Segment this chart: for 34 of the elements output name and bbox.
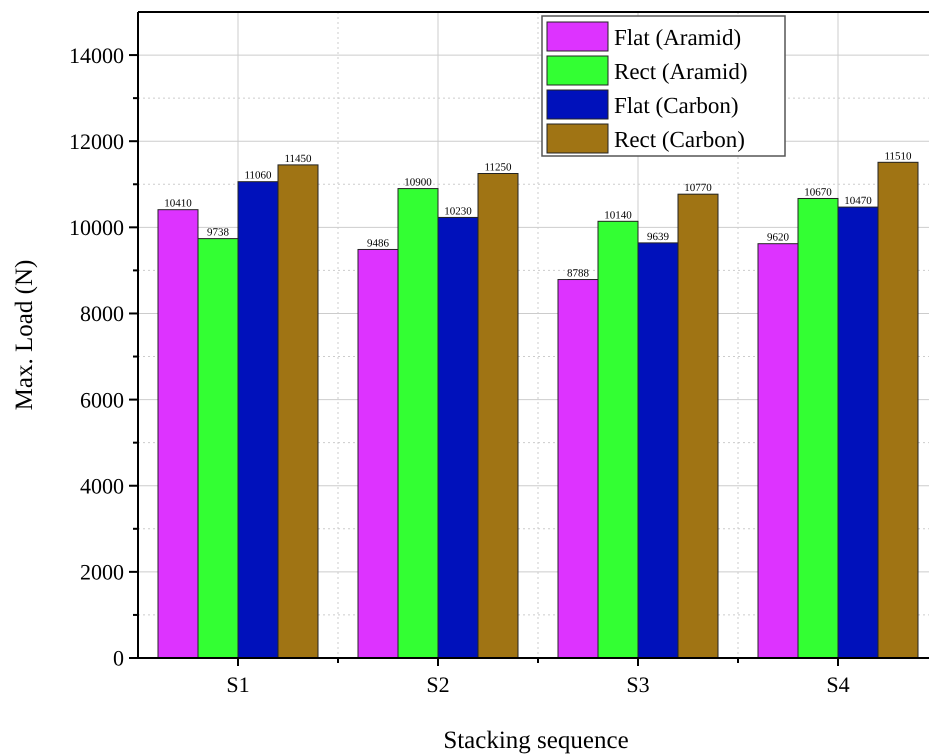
y-tick-label: 0 (113, 646, 124, 671)
data-label: 11450 (284, 152, 312, 165)
data-label: 10670 (804, 186, 832, 198)
data-label: 11510 (884, 150, 912, 162)
y-tick-label: 12000 (69, 128, 124, 154)
y-tick-label: 2000 (80, 560, 124, 585)
x-tick-label: S4 (826, 672, 850, 697)
data-label: 10470 (844, 195, 872, 208)
data-label: 11060 (244, 170, 272, 182)
y-tick-label: 4000 (80, 473, 124, 498)
data-label: 9639 (647, 230, 670, 243)
legend-label: Flat (Carbon) (614, 93, 739, 118)
data-label: 10410 (164, 198, 192, 210)
y-tick-label: 8000 (80, 301, 124, 326)
y-tick-label: 14000 (69, 42, 124, 68)
data-label: 10770 (684, 182, 712, 194)
data-label: 11250 (484, 162, 512, 174)
x-tick-label: S2 (426, 672, 450, 697)
legend-label: Rect (Carbon) (614, 127, 745, 152)
y-tick-label: 6000 (80, 387, 124, 412)
legend-label: Flat (Aramid) (614, 25, 742, 50)
x-axis-title: Stacking sequence (443, 727, 629, 754)
data-label: 9620 (767, 232, 790, 244)
data-label: 9486 (367, 237, 390, 250)
y-tick-label: 10000 (69, 215, 124, 240)
x-tick-label: S1 (226, 672, 250, 697)
data-label: 10140 (604, 209, 632, 222)
data-label: 8788 (567, 268, 590, 280)
data-label: 10900 (404, 176, 432, 189)
legend-label: Rect (Aramid) (614, 59, 748, 84)
x-tick-label: S3 (626, 672, 650, 697)
data-label: 10230 (444, 205, 472, 218)
data-label: 9738 (207, 226, 230, 239)
y-axis-title: Max. Load (N) (11, 260, 38, 410)
